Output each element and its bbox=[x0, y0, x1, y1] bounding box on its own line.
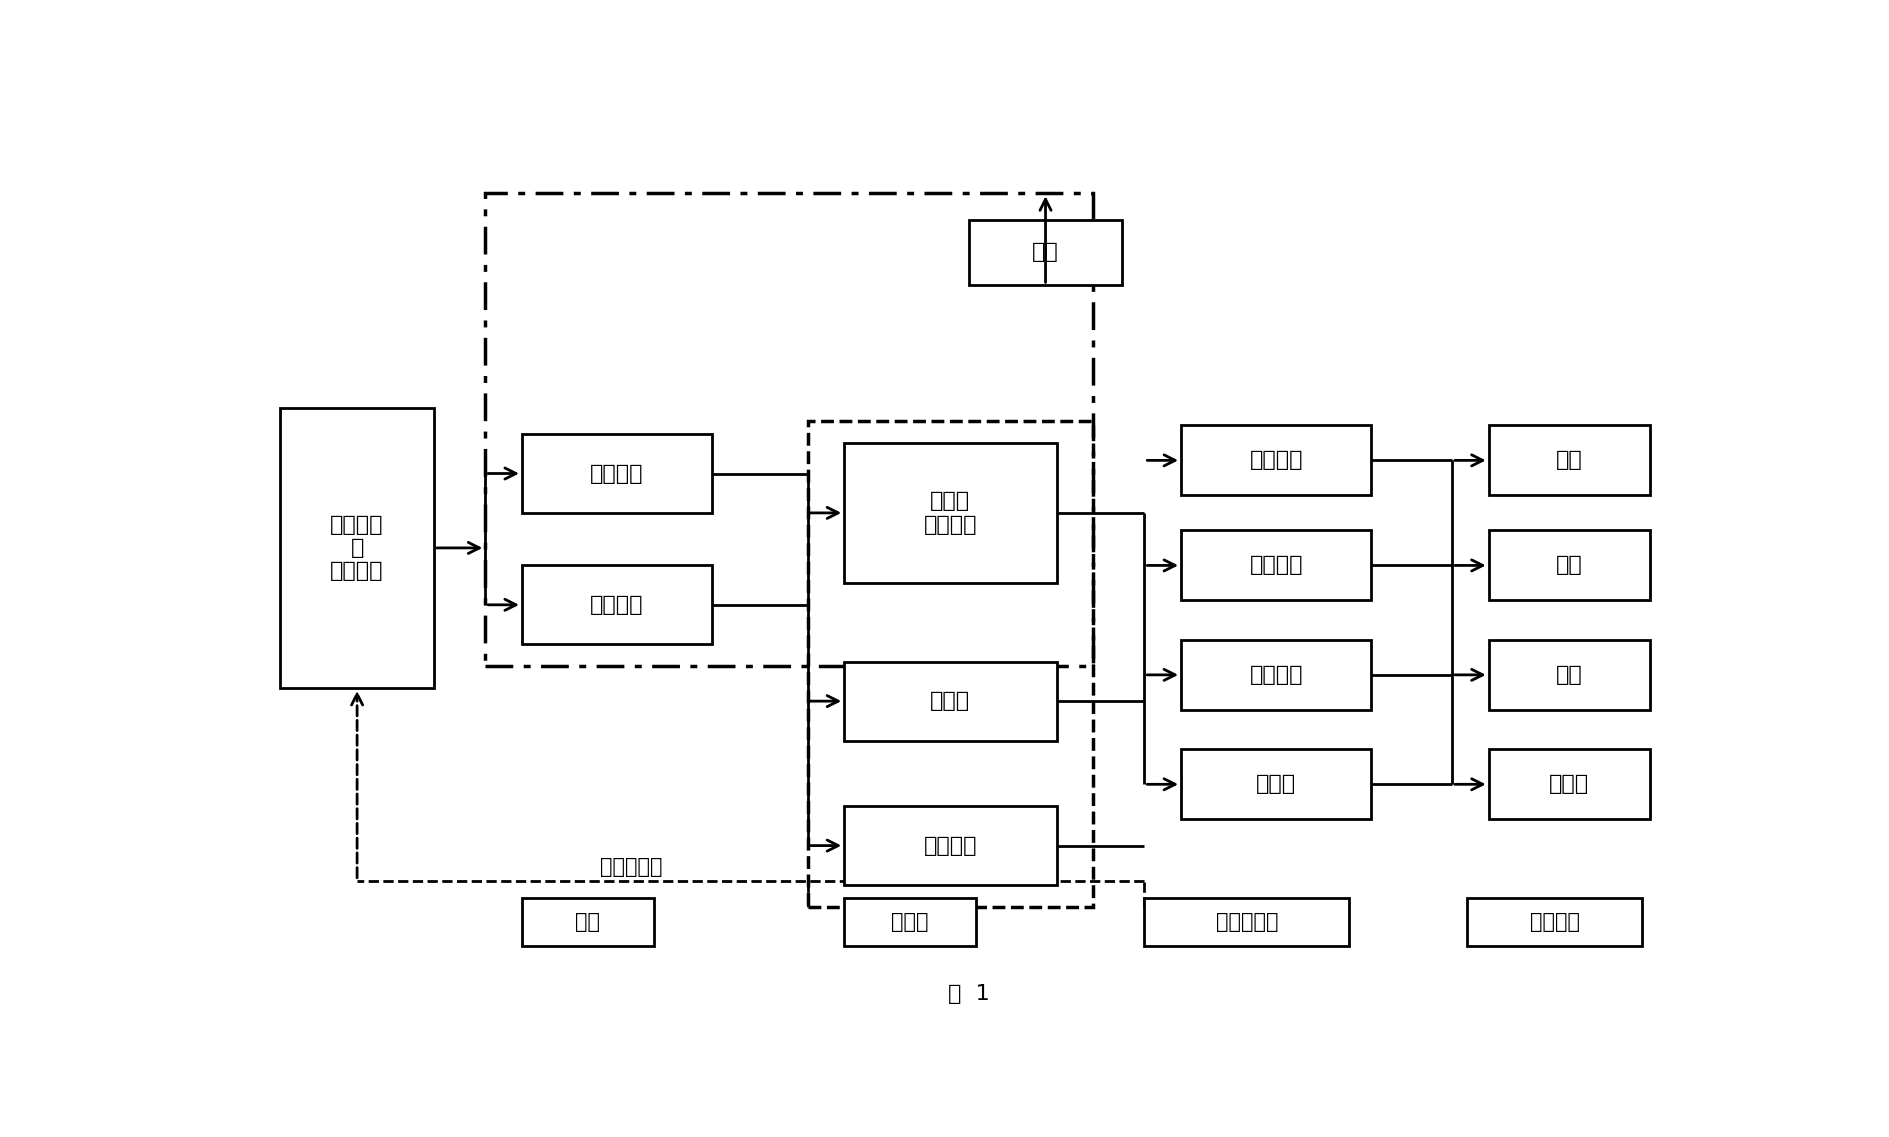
Bar bbox=[1181, 749, 1371, 820]
Text: 重力浓缩: 重力浓缩 bbox=[589, 464, 644, 483]
Bar bbox=[1143, 898, 1349, 946]
Text: 焚烧: 焚烧 bbox=[1555, 450, 1581, 471]
Text: 最终处置: 最终处置 bbox=[1528, 912, 1579, 932]
Bar bbox=[485, 193, 1092, 666]
Bar bbox=[1181, 425, 1371, 496]
Text: 填埋: 填埋 bbox=[1555, 556, 1581, 575]
Text: 干化床: 干化床 bbox=[1256, 774, 1296, 795]
Text: 农用: 农用 bbox=[1555, 665, 1581, 684]
Text: 真空过滤: 真空过滤 bbox=[1249, 556, 1302, 575]
Text: 热处理: 热处理 bbox=[929, 691, 969, 711]
Bar bbox=[844, 442, 1056, 583]
Text: 调理: 调理 bbox=[1031, 242, 1058, 263]
Bar bbox=[1181, 640, 1371, 709]
Text: 压滤脱水: 压滤脱水 bbox=[1249, 665, 1302, 684]
Bar bbox=[1489, 749, 1649, 820]
Text: 制建材: 制建材 bbox=[1549, 774, 1589, 795]
Text: 湿式氧化: 湿式氧化 bbox=[924, 836, 977, 855]
Bar bbox=[807, 421, 1092, 907]
Bar bbox=[1466, 898, 1642, 946]
Text: 好氧或
厂氧消化: 好氧或 厂氧消化 bbox=[924, 491, 977, 534]
Bar bbox=[967, 219, 1122, 285]
Text: 浓缩: 浓缩 bbox=[574, 912, 601, 932]
Bar bbox=[1489, 530, 1649, 600]
Text: 离心脱水: 离心脱水 bbox=[1249, 450, 1302, 471]
Text: 脱水或干化: 脱水或干化 bbox=[1215, 912, 1277, 932]
Text: 气浮浓缩: 气浮浓缩 bbox=[589, 595, 644, 615]
Bar bbox=[280, 408, 434, 688]
Bar bbox=[844, 806, 1056, 885]
Text: 上清液回流: 上清液回流 bbox=[601, 857, 663, 878]
Bar bbox=[844, 898, 975, 946]
Bar bbox=[521, 434, 712, 513]
Text: 稳定化: 稳定化 bbox=[892, 912, 927, 932]
Text: 一级处理
或
二级处理: 一级处理 或 二级处理 bbox=[331, 515, 383, 581]
Bar bbox=[844, 662, 1056, 740]
Bar bbox=[1489, 640, 1649, 709]
Bar bbox=[1489, 425, 1649, 496]
Text: 图  1: 图 1 bbox=[946, 985, 990, 1004]
Bar bbox=[521, 898, 654, 946]
Bar bbox=[521, 565, 712, 645]
Bar bbox=[1181, 530, 1371, 600]
